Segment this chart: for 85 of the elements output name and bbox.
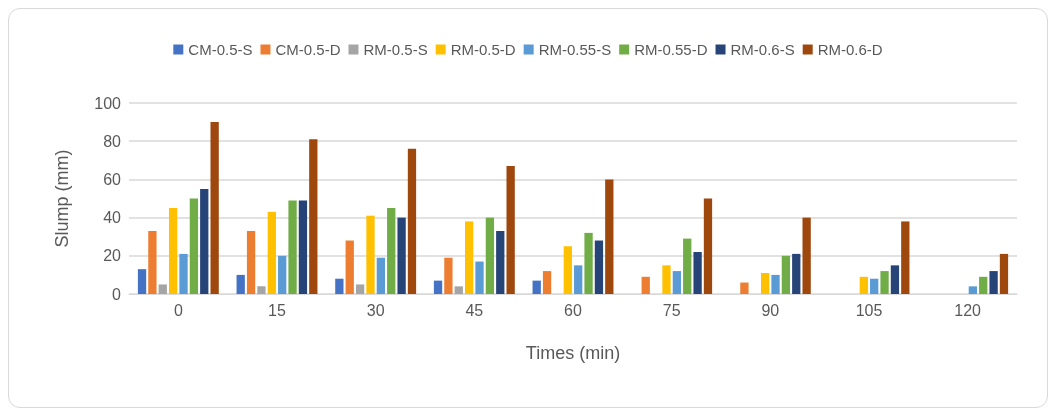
- bar: [200, 188, 209, 294]
- x-tick-label: 45: [465, 301, 484, 319]
- bar: [641, 276, 650, 294]
- bar: [683, 238, 692, 294]
- bar: [781, 255, 791, 294]
- bar: [563, 246, 572, 294]
- bar: [859, 276, 868, 294]
- legend-label: RM-0.55-S: [538, 41, 612, 58]
- bar: [433, 280, 443, 294]
- bar: [267, 211, 276, 294]
- bar: [532, 280, 541, 294]
- legend-label: CM-0.5-S: [188, 41, 253, 58]
- bar: [335, 278, 344, 294]
- bar: [475, 261, 484, 294]
- bar: [989, 271, 998, 294]
- bar: [802, 217, 811, 294]
- bar: [594, 240, 604, 294]
- bar: [298, 200, 308, 294]
- bar: [454, 286, 463, 294]
- x-axis-title: Times (min): [525, 343, 621, 363]
- legend-label: RM-0.6-D: [817, 41, 883, 58]
- x-tick-label: 60: [564, 301, 582, 319]
- bar: [979, 276, 988, 294]
- bar: [574, 265, 583, 294]
- bar: [496, 230, 505, 294]
- bar: [309, 139, 318, 294]
- bar: [137, 269, 147, 294]
- bar: [210, 122, 219, 294]
- bar: [761, 272, 770, 294]
- x-tick-label: 105: [855, 301, 883, 319]
- bar: [278, 255, 287, 294]
- y-axis-title: Slump (mm): [52, 149, 72, 248]
- bar: [288, 200, 297, 294]
- bar: [740, 282, 749, 294]
- x-tick-label: 0: [173, 301, 183, 319]
- bar: [870, 278, 879, 294]
- bar: [407, 148, 417, 294]
- bar: [246, 230, 256, 294]
- bar: [605, 179, 614, 294]
- y-tick-label: 20: [103, 247, 122, 265]
- bar: [189, 198, 199, 294]
- bar: [236, 274, 245, 294]
- bar: [148, 230, 157, 294]
- bar: [158, 284, 167, 294]
- bar: [662, 265, 671, 294]
- bar: [387, 208, 396, 294]
- bar: [444, 257, 453, 294]
- bar: [968, 286, 977, 294]
- bar: [257, 286, 266, 294]
- bar: [542, 271, 552, 294]
- bar: [366, 215, 375, 294]
- bar: [771, 274, 780, 294]
- bar: [179, 253, 188, 294]
- bar: [890, 265, 900, 294]
- bar: [169, 208, 178, 294]
- bar: [672, 271, 681, 294]
- bar: [345, 240, 354, 294]
- x-tick-label: 120: [954, 301, 982, 319]
- bar: [376, 257, 385, 294]
- bar: [693, 251, 702, 294]
- bar: [901, 221, 910, 294]
- x-tick-label: 90: [761, 301, 780, 319]
- y-tick-label: 100: [94, 94, 122, 112]
- bar: [485, 217, 495, 294]
- bar: [999, 253, 1009, 294]
- bar: [880, 271, 889, 294]
- legend-label: CM-0.5-D: [275, 41, 341, 58]
- bar: [792, 253, 801, 294]
- legend-label: RM-0.55-D: [634, 41, 708, 58]
- legend-label: RM-0.6-S: [730, 41, 795, 58]
- bar: [506, 166, 515, 294]
- bar: [397, 217, 406, 294]
- y-tick-label: 60: [103, 170, 122, 188]
- y-tick-label: 0: [112, 285, 122, 303]
- bar: [703, 198, 713, 294]
- bar: [355, 284, 365, 294]
- legend-label: RM-0.5-D: [450, 41, 516, 58]
- legend-label: RM-0.5-S: [363, 41, 428, 58]
- x-tick-label: 75: [662, 301, 681, 319]
- y-tick-label: 40: [103, 209, 122, 227]
- x-tick-label: 30: [366, 301, 385, 319]
- bar: [584, 232, 593, 294]
- bar: [465, 221, 474, 294]
- y-tick-label: 80: [103, 132, 122, 150]
- x-tick-label: 15: [268, 301, 286, 319]
